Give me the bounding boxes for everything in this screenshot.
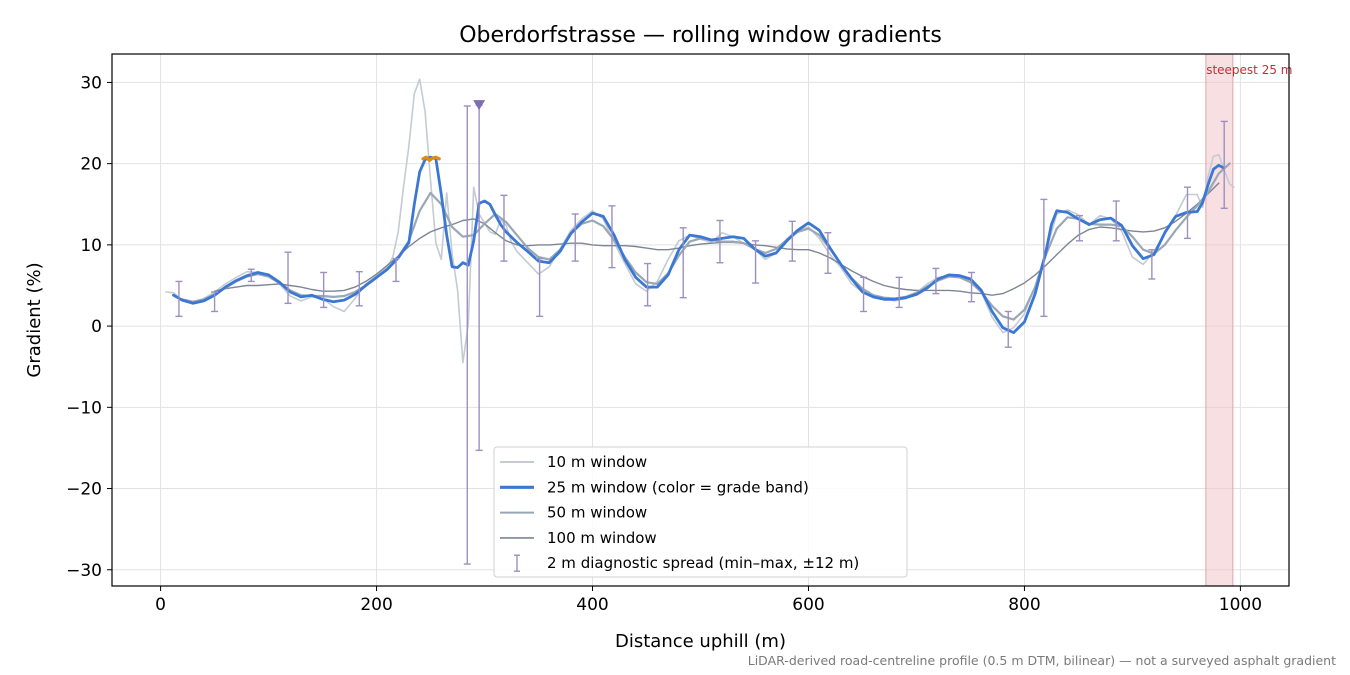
y-tick-label: −20 (66, 480, 102, 500)
errorbar (1076, 214, 1084, 242)
axis-ticks: 0 200 400 600 800 1000 −30 −20 −10 0 10 20 30 (66, 73, 1262, 615)
legend-label: 100 m window (547, 529, 657, 547)
y-axis-label: Gradient (%) (24, 262, 45, 377)
errorbar (284, 251, 292, 305)
legend-10m-window: 10 m window (500, 453, 647, 471)
y-tick-label: 20 (80, 155, 102, 175)
x-tick-label: 600 (792, 595, 824, 615)
legend-100m-window: 100 m window (500, 529, 657, 547)
footnote: LiDAR-derived road-centreline profile (0… (748, 653, 1336, 668)
errorbar (1004, 310, 1012, 348)
series-100m-window-line (213, 182, 1220, 296)
series-lines (165, 78, 1235, 364)
errorbar (571, 213, 579, 262)
errorbar (1220, 120, 1228, 210)
y-tick-label: 10 (80, 236, 102, 256)
legend-box (493, 446, 908, 578)
x-tick-label: 0 (155, 595, 166, 615)
axes-frame (111, 53, 1290, 587)
errorbar (608, 205, 616, 269)
legend-label: 10 m window (547, 453, 647, 471)
x-tick-label: 1000 (1219, 595, 1262, 615)
errorbar (679, 227, 687, 299)
errorbar (1112, 200, 1120, 242)
errorbar (500, 194, 508, 262)
errorbar (247, 268, 255, 283)
legend-label: 25 m window (color = grade band) (547, 478, 809, 496)
errorbar (752, 240, 760, 284)
outlier-triangle-marker (473, 100, 486, 111)
legend-25m-window: 25 m window (color = grade band) (500, 478, 809, 496)
errorbar (1148, 249, 1156, 280)
diagnostic-spread-errorbars (175, 104, 1228, 565)
y-tick-label: 30 (80, 73, 102, 93)
errorbar (1040, 198, 1048, 318)
y-tick-label: −30 (66, 561, 102, 581)
errorbar (860, 276, 868, 313)
errorbar (320, 271, 328, 309)
legend-label: 50 m window (547, 504, 647, 522)
legend-50m-window: 50 m window (500, 504, 647, 522)
chart-title: Oberdorfstrasse — rolling window gradien… (459, 23, 942, 48)
steepest-segment-band (1205, 53, 1234, 587)
x-tick-label: 400 (576, 595, 608, 615)
errorbar (211, 291, 219, 313)
steepest-highlight: steepest 25 m (1205, 53, 1292, 587)
errorbar (716, 219, 724, 264)
x-tick-label: 200 (360, 595, 392, 615)
errorbar (1183, 186, 1191, 240)
x-axis-label: Distance uphill (m) (615, 631, 786, 652)
series-25m-window-line (172, 155, 1225, 335)
legend-diagnostic-spread: 2 m diagnostic spread (min–max, ±12 m) (514, 554, 859, 572)
legend-label: 2 m diagnostic spread (min–max, ±12 m) (547, 554, 859, 572)
errorbar (175, 280, 183, 318)
y-tick-label: −10 (66, 398, 102, 418)
grid (112, 54, 1289, 586)
errorbar (932, 267, 940, 295)
y-tick-label: 0 (91, 317, 102, 337)
errorbar (463, 105, 471, 565)
x-tick-label: 800 (1008, 595, 1040, 615)
series-25m-steep-band-line (421, 155, 441, 162)
errorbar (824, 231, 832, 274)
errorbar (968, 271, 976, 303)
errorbar (644, 262, 652, 307)
errorbar (895, 276, 903, 309)
outlier-markers (473, 100, 486, 111)
errorbar (355, 270, 363, 307)
errorbar (536, 257, 544, 318)
errorbar (788, 220, 796, 262)
steepest-segment-label: steepest 25 m (1206, 63, 1292, 77)
legend: 10 m window 25 m window (color = grade ba… (493, 446, 908, 578)
errorbar (392, 257, 400, 283)
